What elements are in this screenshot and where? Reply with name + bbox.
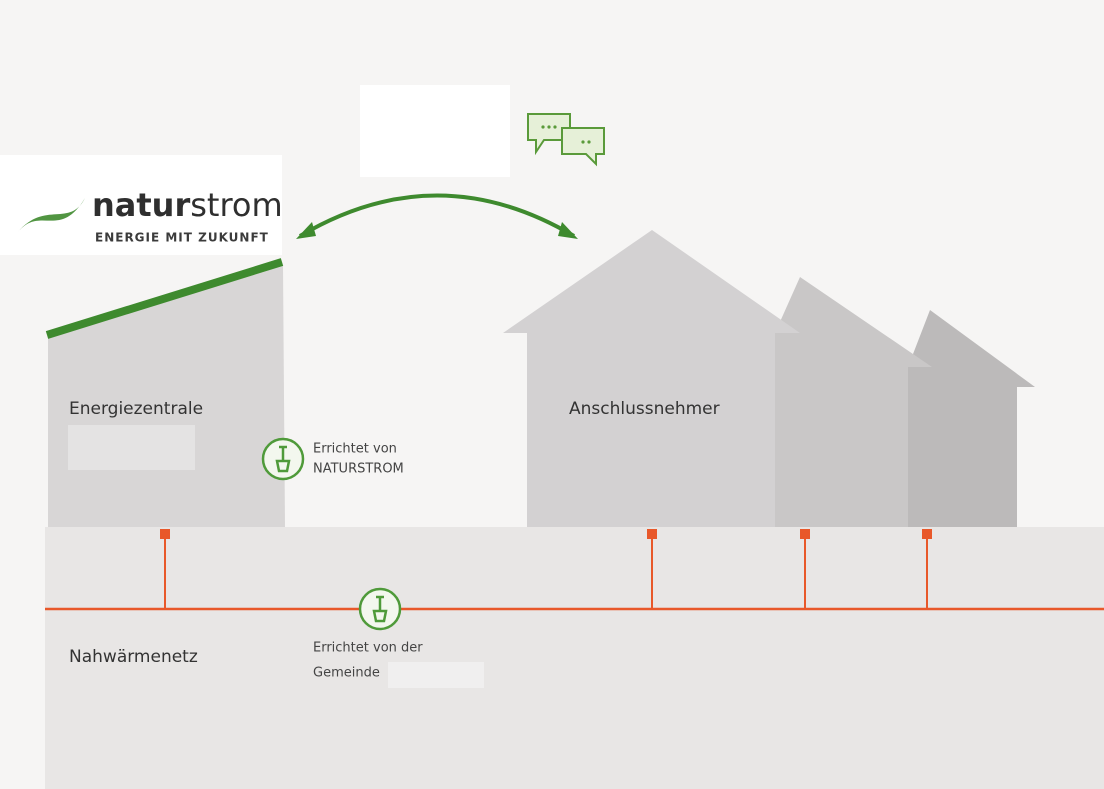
white-patch (360, 85, 510, 177)
note-line: Gemeinde (313, 666, 380, 681)
node-label: Nahwärmenetz (69, 647, 198, 667)
ground (45, 527, 1104, 789)
node-label: Energiezentrale (69, 399, 203, 419)
note-line: Errichtet von (313, 442, 397, 457)
note-line: NATURSTROM (313, 462, 404, 477)
diagram: naturstrom ENERGIE MIT ZUKUNFT Energieze… (0, 0, 1104, 789)
node-label: Anschlussnehmer (569, 399, 720, 419)
note-line: Errichtet von der (313, 641, 423, 656)
logo-tagline: ENERGIE MIT ZUKUNFT (95, 231, 269, 245)
logo-light: strom (190, 186, 282, 224)
redacted-box (388, 662, 484, 688)
redacted-box (68, 425, 195, 470)
construction-icon (360, 589, 400, 629)
logo-wordmark: naturstrom (92, 186, 283, 224)
construction-icon (263, 439, 303, 479)
logo-bold: natur (92, 186, 190, 224)
